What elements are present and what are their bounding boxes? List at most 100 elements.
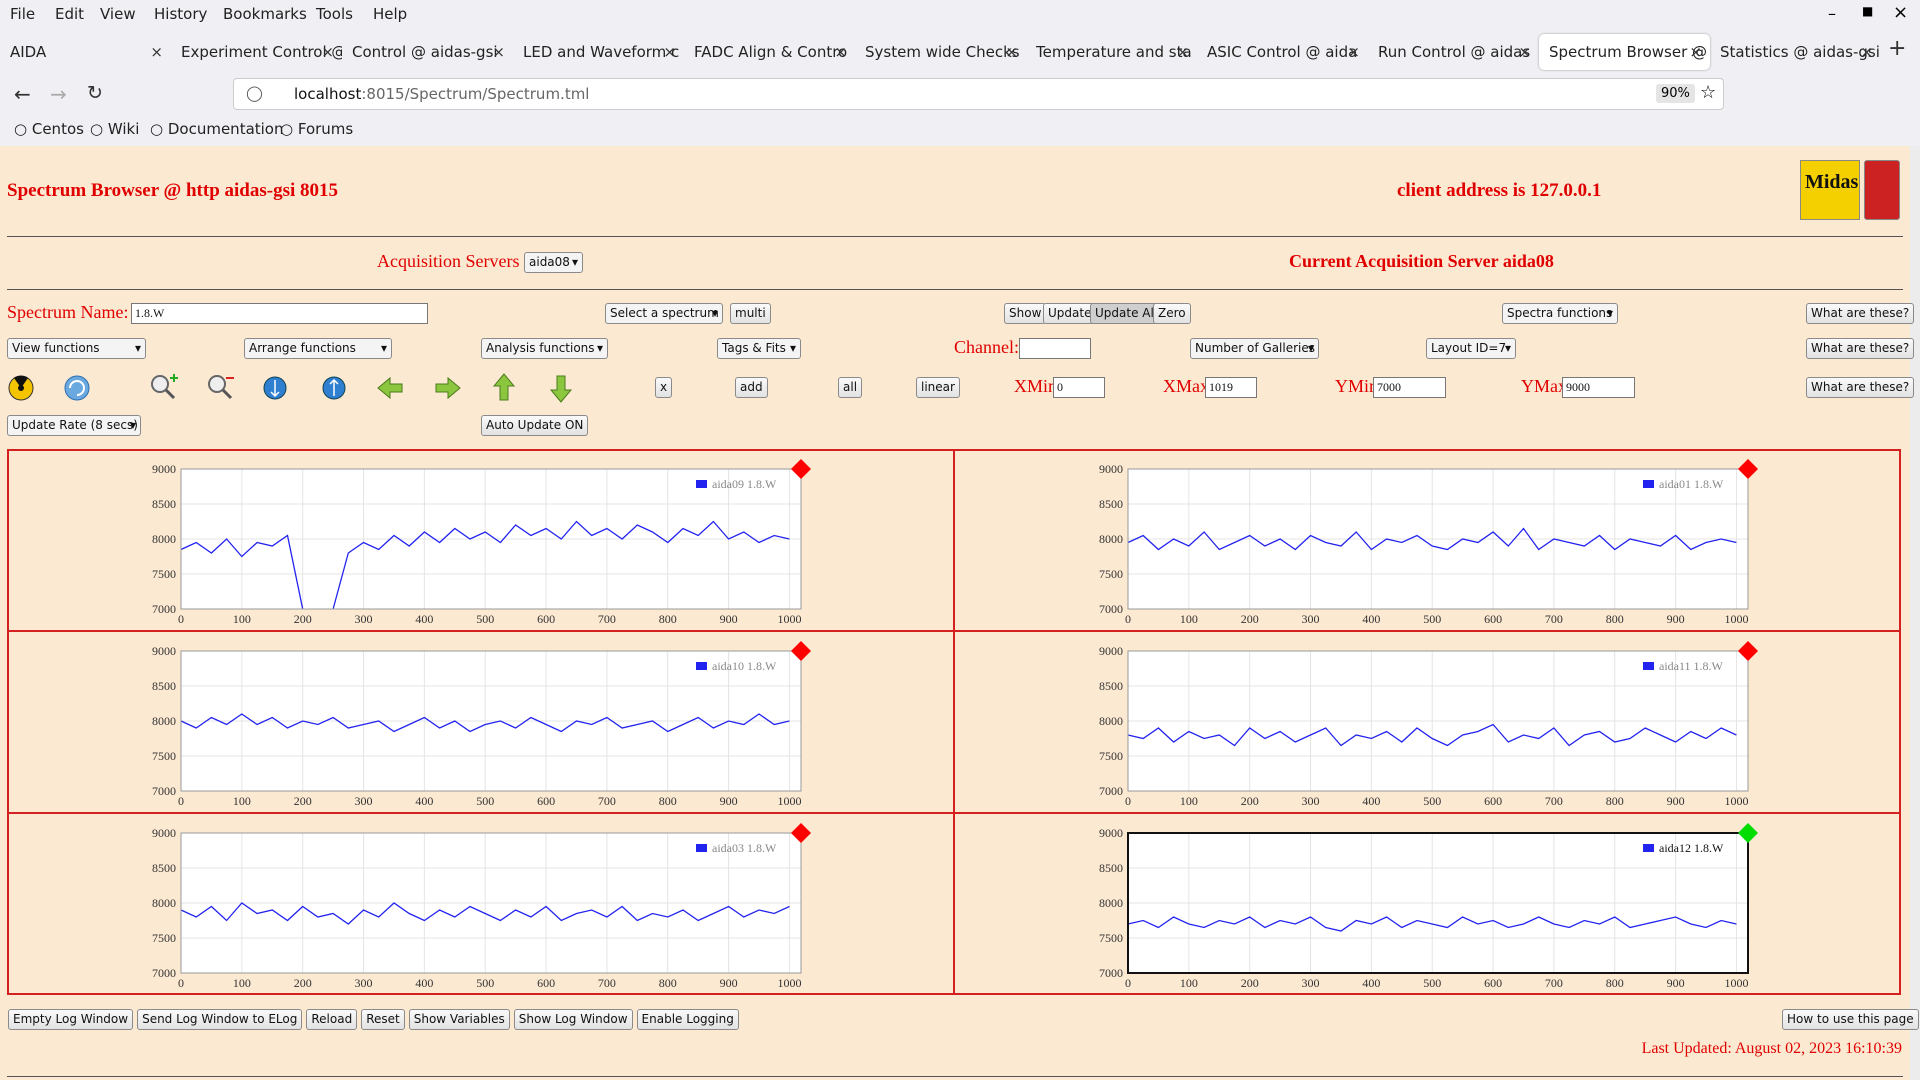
icon-right[interactable] [435,376,461,400]
status-indicator[interactable] [1738,823,1758,843]
input[interactable]: 0 [1053,377,1105,398]
tab[interactable]: FADC Align & Contro × [684,34,855,70]
icon-left[interactable] [377,376,403,400]
menu-item[interactable]: Bookmarks [223,5,307,23]
input[interactable]: 1019 [1205,377,1257,398]
icon-zoom-in[interactable] [151,374,178,400]
button[interactable]: all [838,377,863,398]
button[interactable]: What are these? [1806,338,1915,359]
input[interactable]: 7000 [1373,377,1446,398]
tab-close[interactable]: × [1518,43,1531,61]
minimize[interactable]: – [1828,4,1836,23]
tab-close[interactable]: × [1347,43,1360,61]
status-indicator[interactable] [791,823,811,843]
close-window[interactable]: × [1893,2,1909,23]
status-indicator[interactable] [791,459,811,479]
forward[interactable]: → [50,82,67,106]
reload[interactable]: ↻ [87,82,103,104]
input[interactable]: 9000 [1562,377,1635,398]
tab-close[interactable]: × [150,43,163,61]
status-indicator[interactable] [791,641,811,661]
select[interactable]: Tags & Fits [717,338,801,359]
maximize[interactable]: ■ [1862,4,1874,18]
button[interactable]: x [655,377,673,398]
tab-close[interactable]: × [1005,43,1018,61]
zoom-badge[interactable]: 90% [1656,84,1695,103]
tab-close[interactable]: × [1860,43,1873,61]
button[interactable]: Zero [1153,303,1191,324]
button[interactable]: How to use this page [1782,1009,1919,1030]
select[interactable]: aida08 [524,252,583,273]
tab[interactable]: Spectrum Browser @ × [1539,34,1710,70]
button[interactable]: Show Log Window [513,1009,633,1030]
select[interactable]: Number of Galleries [1190,338,1319,359]
icon-refresh[interactable] [64,375,90,401]
select[interactable]: Analysis functions [481,338,608,359]
button[interactable]: Enable Logging [636,1009,739,1030]
button[interactable]: Show Variables [408,1009,510,1030]
tab[interactable]: Temperature and sta × [1026,34,1197,70]
x-tick-label: 1000 [777,976,801,990]
select[interactable]: Layout ID=7 [1426,338,1516,359]
tab[interactable]: Run Control @ aidas × [1368,34,1539,70]
tab-close[interactable]: × [321,43,334,61]
icon-radiation[interactable] [8,375,34,401]
menu-item[interactable]: History [154,5,208,23]
tab[interactable]: System wide Checks × [855,34,1026,70]
tab[interactable]: LED and Waveform c × [513,34,684,70]
status-indicator[interactable] [1738,459,1758,479]
select[interactable]: Update Rate (8 secs) [7,415,141,436]
tab[interactable]: AIDA × [0,34,171,70]
tab-close[interactable]: × [663,43,676,61]
select[interactable]: Spectra functions [1502,303,1618,324]
icon-zoom-out[interactable] [208,375,234,400]
button[interactable]: multi [730,303,771,324]
status-indicator[interactable] [1738,641,1758,661]
menu-item[interactable]: Help [373,5,408,23]
tab-close[interactable]: × [492,43,505,61]
select[interactable]: View functions [7,338,146,359]
button[interactable]: Reload [306,1009,358,1030]
midas-logo[interactable]: Midas [1800,160,1860,220]
bookmark[interactable]: ○ Centos [14,120,84,138]
tab-close[interactable]: × [1176,43,1189,61]
menu-item[interactable]: Tools [316,5,353,23]
tab-close[interactable]: × [1689,43,1702,61]
icon-shrink-y[interactable] [322,376,346,400]
tab[interactable]: ASIC Control @ aida × [1197,34,1368,70]
select[interactable]: Arrange functions [244,338,392,359]
menu-item[interactable]: File [10,5,36,23]
menu-item[interactable]: View [100,5,136,23]
button[interactable]: Update [1043,303,1097,324]
new-tab[interactable]: + [1888,36,1907,61]
input[interactable]: 1.8.W [131,303,428,324]
button[interactable]: Reset [361,1009,405,1030]
button[interactable]: Auto Update ON [481,415,589,436]
tab[interactable]: Control @ aidas-gsi × [342,34,513,70]
icon-expand-y[interactable] [263,376,287,400]
tab[interactable]: Statistics @ aidas-gsi × [1710,34,1881,70]
icon-up[interactable] [492,373,516,401]
bookmark[interactable]: ○ Forums [280,120,354,138]
url-field[interactable]: ◯ localhost:8015/Spectrum/Spectrum.tml 9… [233,78,1724,110]
back[interactable]: ← [14,82,31,106]
scrollbar[interactable] [1910,146,1920,1080]
tab[interactable]: Experiment Control @ × [171,34,342,70]
x-tick-label: 100 [233,612,251,626]
button[interactable]: add [735,377,768,398]
button[interactable]: Send Log Window to ELog [137,1009,303,1030]
input[interactable] [1019,338,1091,359]
button[interactable]: Show [1004,303,1047,324]
bookmark-star[interactable]: ☆ [1700,82,1717,103]
button[interactable]: linear [916,377,960,398]
bookmark[interactable]: ○ Documentation [150,120,284,138]
button[interactable]: Empty Log Window [8,1009,134,1030]
button[interactable]: Update All [1090,303,1163,324]
menu-item[interactable]: Edit [55,5,85,23]
button[interactable]: What are these? [1806,303,1915,324]
button[interactable]: What are these? [1806,377,1915,398]
icon-down[interactable] [549,375,573,403]
tab-close[interactable]: × [834,43,847,61]
bookmark[interactable]: ○ Wiki [90,120,140,138]
select[interactable]: Select a spectrum [605,303,723,324]
